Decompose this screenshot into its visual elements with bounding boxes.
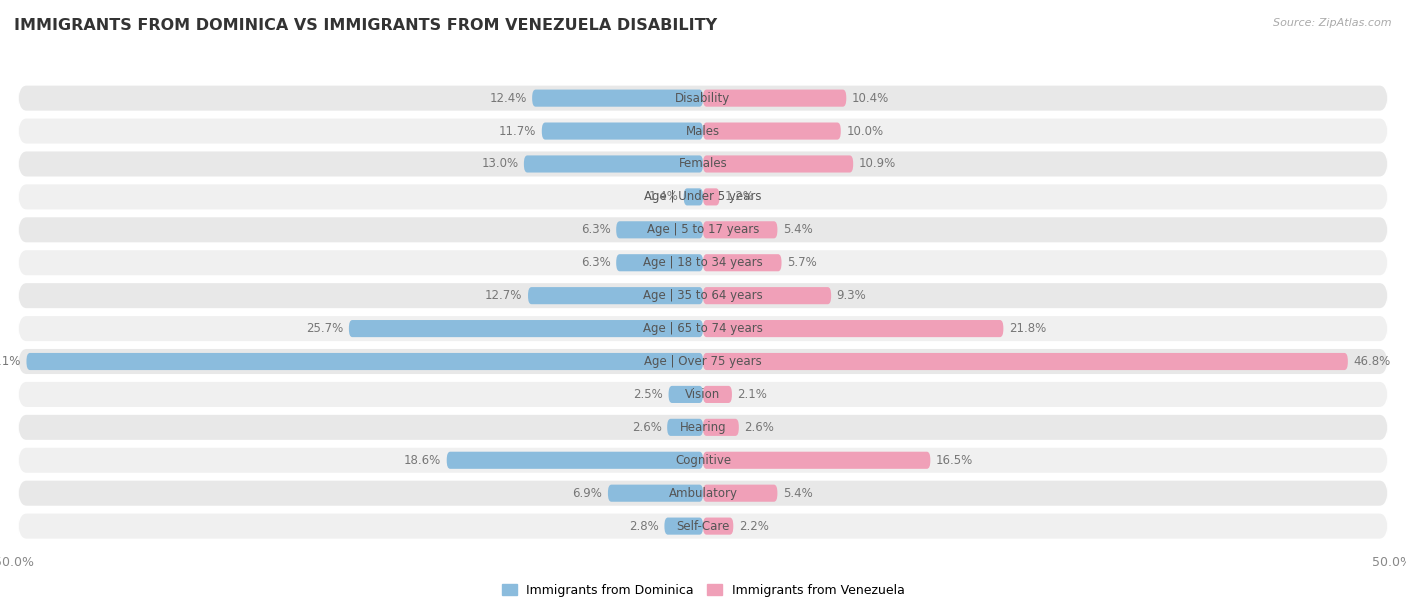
Text: Age | Under 5 years: Age | Under 5 years — [644, 190, 762, 203]
FancyBboxPatch shape — [27, 353, 703, 370]
FancyBboxPatch shape — [18, 283, 1388, 308]
FancyBboxPatch shape — [18, 151, 1388, 176]
FancyBboxPatch shape — [703, 122, 841, 140]
Text: 2.8%: 2.8% — [628, 520, 659, 532]
Text: Age | Over 75 years: Age | Over 75 years — [644, 355, 762, 368]
FancyBboxPatch shape — [703, 254, 782, 271]
Text: 18.6%: 18.6% — [404, 453, 441, 467]
FancyBboxPatch shape — [18, 250, 1388, 275]
FancyBboxPatch shape — [668, 419, 703, 436]
Text: Vision: Vision — [685, 388, 721, 401]
Text: 6.3%: 6.3% — [581, 256, 610, 269]
FancyBboxPatch shape — [669, 386, 703, 403]
FancyBboxPatch shape — [18, 184, 1388, 209]
Text: 49.1%: 49.1% — [0, 355, 21, 368]
Text: 9.3%: 9.3% — [837, 289, 866, 302]
FancyBboxPatch shape — [349, 320, 703, 337]
Text: Ambulatory: Ambulatory — [668, 487, 738, 499]
FancyBboxPatch shape — [703, 89, 846, 106]
FancyBboxPatch shape — [703, 155, 853, 173]
Text: 25.7%: 25.7% — [307, 322, 343, 335]
FancyBboxPatch shape — [18, 119, 1388, 144]
Text: 11.7%: 11.7% — [499, 125, 536, 138]
Text: 10.9%: 10.9% — [859, 157, 896, 171]
FancyBboxPatch shape — [703, 188, 720, 206]
Text: Age | 18 to 34 years: Age | 18 to 34 years — [643, 256, 763, 269]
FancyBboxPatch shape — [616, 254, 703, 271]
FancyBboxPatch shape — [18, 316, 1388, 341]
Text: 5.7%: 5.7% — [787, 256, 817, 269]
Text: Females: Females — [679, 157, 727, 171]
Legend: Immigrants from Dominica, Immigrants from Venezuela: Immigrants from Dominica, Immigrants fro… — [496, 579, 910, 602]
Text: Age | 65 to 74 years: Age | 65 to 74 years — [643, 322, 763, 335]
FancyBboxPatch shape — [703, 419, 738, 436]
Text: 12.7%: 12.7% — [485, 289, 523, 302]
Text: Source: ZipAtlas.com: Source: ZipAtlas.com — [1274, 18, 1392, 28]
Text: 12.4%: 12.4% — [489, 92, 527, 105]
Text: 1.4%: 1.4% — [648, 190, 678, 203]
FancyBboxPatch shape — [531, 89, 703, 106]
Text: 6.3%: 6.3% — [581, 223, 610, 236]
FancyBboxPatch shape — [18, 513, 1388, 539]
Text: 10.0%: 10.0% — [846, 125, 883, 138]
FancyBboxPatch shape — [703, 320, 1004, 337]
Text: Disability: Disability — [675, 92, 731, 105]
FancyBboxPatch shape — [529, 287, 703, 304]
FancyBboxPatch shape — [18, 349, 1388, 374]
Text: Self-Care: Self-Care — [676, 520, 730, 532]
FancyBboxPatch shape — [703, 452, 931, 469]
Text: 13.0%: 13.0% — [481, 157, 519, 171]
Text: 5.4%: 5.4% — [783, 223, 813, 236]
Text: 1.2%: 1.2% — [725, 190, 755, 203]
Text: 46.8%: 46.8% — [1354, 355, 1391, 368]
FancyBboxPatch shape — [703, 353, 1348, 370]
Text: 2.6%: 2.6% — [744, 421, 775, 434]
FancyBboxPatch shape — [18, 86, 1388, 111]
Text: IMMIGRANTS FROM DOMINICA VS IMMIGRANTS FROM VENEZUELA DISABILITY: IMMIGRANTS FROM DOMINICA VS IMMIGRANTS F… — [14, 18, 717, 34]
FancyBboxPatch shape — [18, 415, 1388, 440]
Text: Age | 35 to 64 years: Age | 35 to 64 years — [643, 289, 763, 302]
FancyBboxPatch shape — [703, 485, 778, 502]
Text: Age | 5 to 17 years: Age | 5 to 17 years — [647, 223, 759, 236]
FancyBboxPatch shape — [616, 222, 703, 239]
Text: 2.1%: 2.1% — [738, 388, 768, 401]
FancyBboxPatch shape — [18, 448, 1388, 473]
FancyBboxPatch shape — [703, 222, 778, 239]
FancyBboxPatch shape — [683, 188, 703, 206]
Text: 2.5%: 2.5% — [633, 388, 664, 401]
FancyBboxPatch shape — [703, 287, 831, 304]
FancyBboxPatch shape — [18, 217, 1388, 242]
FancyBboxPatch shape — [18, 480, 1388, 506]
Text: 10.4%: 10.4% — [852, 92, 889, 105]
Text: 16.5%: 16.5% — [936, 453, 973, 467]
Text: 2.6%: 2.6% — [631, 421, 662, 434]
FancyBboxPatch shape — [18, 382, 1388, 407]
Text: Males: Males — [686, 125, 720, 138]
Text: 21.8%: 21.8% — [1010, 322, 1046, 335]
FancyBboxPatch shape — [541, 122, 703, 140]
Text: 6.9%: 6.9% — [572, 487, 602, 499]
Text: Hearing: Hearing — [679, 421, 727, 434]
Text: 2.2%: 2.2% — [738, 520, 769, 532]
FancyBboxPatch shape — [524, 155, 703, 173]
FancyBboxPatch shape — [703, 386, 733, 403]
Text: 5.4%: 5.4% — [783, 487, 813, 499]
FancyBboxPatch shape — [607, 485, 703, 502]
FancyBboxPatch shape — [703, 518, 734, 535]
FancyBboxPatch shape — [447, 452, 703, 469]
FancyBboxPatch shape — [665, 518, 703, 535]
Text: Cognitive: Cognitive — [675, 453, 731, 467]
